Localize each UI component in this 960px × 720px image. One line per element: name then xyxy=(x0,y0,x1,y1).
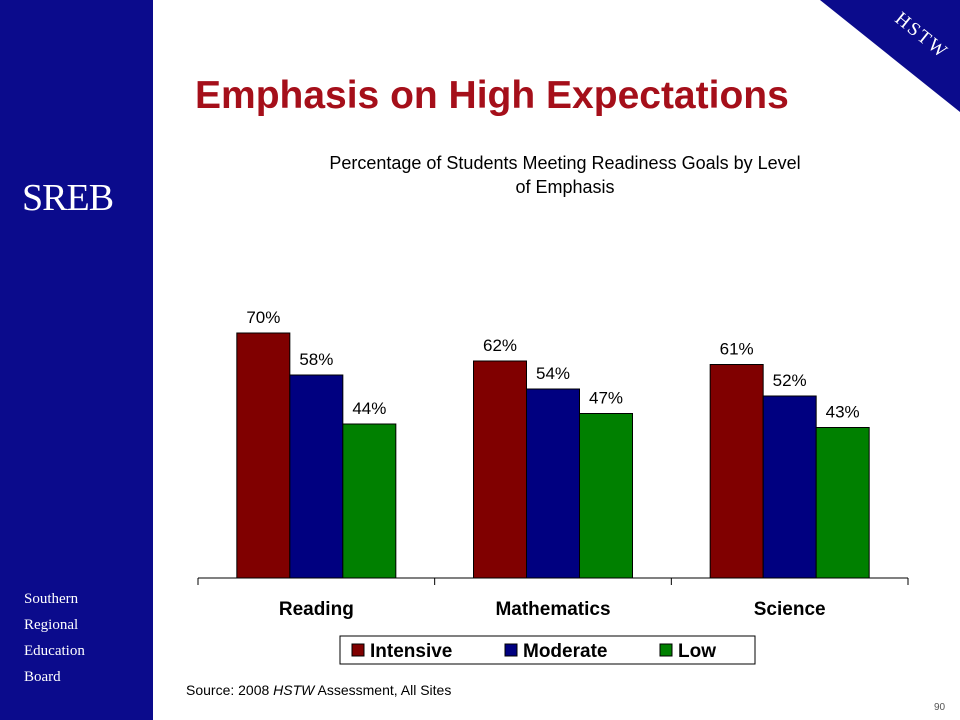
legend-label-low: Low xyxy=(678,641,716,662)
corner-banner-shape xyxy=(820,0,960,112)
org-line-3: Education xyxy=(24,643,85,659)
category-label-reading: Reading xyxy=(279,599,354,620)
plot-area: 70% 58% 44% Reading 62% 54% 47% Mathematics 61% 5… xyxy=(197,308,909,620)
bar-intensive-science xyxy=(709,364,764,579)
bar-chart: Percentage of Students Meeting Readiness… xyxy=(197,153,909,665)
legend-swatch-moderate xyxy=(504,643,518,657)
source-italic: HSTW xyxy=(273,682,315,698)
data-label-low-reading: 44% xyxy=(352,399,386,418)
data-label-intensive-mathematics: 62% xyxy=(483,336,517,355)
org-line-2: Regional xyxy=(24,617,79,633)
bar-low-science xyxy=(815,427,870,579)
data-label-low-mathematics: 47% xyxy=(589,389,623,408)
data-label-moderate-mathematics: 54% xyxy=(536,364,570,383)
legend: Intensive Moderate Low xyxy=(339,635,756,665)
bar-intensive-reading xyxy=(236,332,291,579)
source-note: Source: 2008 HSTW Assessment, All Sites xyxy=(186,682,451,698)
bar-moderate-reading xyxy=(289,374,344,579)
bar-moderate-science xyxy=(762,395,817,579)
bar-low-mathematics xyxy=(579,413,633,579)
hstw-corner-banner: HSTW xyxy=(820,0,960,112)
chart-title-line-1: Percentage of Students Meeting Readiness… xyxy=(329,153,800,173)
chart-title-line-2: of Emphasis xyxy=(515,177,614,197)
bar-low-reading xyxy=(342,423,397,579)
organization-name: Southern Regional Education Board xyxy=(24,586,85,690)
slide-title: Emphasis on High Expectations xyxy=(195,74,789,117)
legend-swatch-low xyxy=(659,643,673,657)
legend-box xyxy=(339,635,756,665)
data-label-moderate-reading: 58% xyxy=(299,350,333,369)
legend-swatch-intensive xyxy=(351,643,365,657)
sreb-logo: SREB xyxy=(22,177,114,219)
legend-label-intensive: Intensive xyxy=(370,641,452,662)
data-label-intensive-reading: 70% xyxy=(246,308,280,327)
data-label-moderate-science: 52% xyxy=(773,371,807,390)
legend-label-moderate: Moderate xyxy=(523,641,607,662)
source-suffix: Assessment, All Sites xyxy=(314,682,452,698)
category-label-mathematics: Mathematics xyxy=(495,599,610,620)
category-label-science: Science xyxy=(754,599,826,620)
org-line-4: Board xyxy=(24,669,61,685)
org-line-1: Southern xyxy=(24,591,79,607)
sidebar-panel: SREB Southern Regional Education Board xyxy=(0,0,153,720)
bar-intensive-mathematics xyxy=(473,360,527,579)
bar-moderate-mathematics xyxy=(526,388,580,579)
data-label-intensive-science: 61% xyxy=(720,340,754,359)
source-prefix: Source: 2008 xyxy=(186,682,274,698)
data-label-low-science: 43% xyxy=(826,403,860,422)
page-number: 90 xyxy=(934,702,946,713)
